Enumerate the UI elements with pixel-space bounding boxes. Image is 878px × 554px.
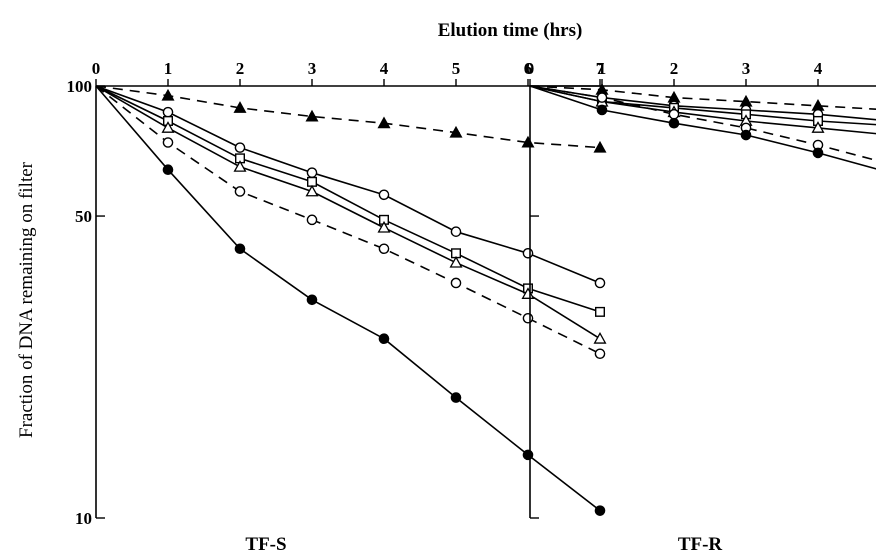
data-point-triangle-open xyxy=(305,184,319,197)
y-axis-title: Fraction of DNA remaining on filter xyxy=(16,161,37,438)
x-tick-label: 4 xyxy=(814,59,823,78)
data-point-square-open xyxy=(595,306,606,317)
x-tick-label: 0 xyxy=(92,59,101,78)
data-point-triangle-open xyxy=(377,220,391,233)
panel-label: TF-R xyxy=(678,534,723,554)
data-point-triangle-filled xyxy=(305,109,319,122)
x-tick-label: 4 xyxy=(380,59,389,78)
data-point-circle-open xyxy=(378,189,390,201)
x-tick-label: 3 xyxy=(308,59,317,78)
data-point-triangle-open xyxy=(161,121,175,133)
series-line-circle-filled-solid xyxy=(95,85,601,512)
plot-area: 0 1 2 3 4 5 6 7 100 50 10 TF-S 0 1 2 3 4 TF-R xyxy=(67,59,876,554)
data-point-circle-filled xyxy=(378,333,390,345)
y-tick-label: 50 xyxy=(75,207,92,226)
series-line-triangle-filled-dashed xyxy=(529,85,876,110)
x-tick-label: 0 xyxy=(526,59,535,78)
data-point-triangle-filled xyxy=(593,140,607,153)
data-point-circle-open xyxy=(162,137,174,148)
x-tick-label: 5 xyxy=(452,59,461,78)
data-point-circle-filled xyxy=(234,243,246,255)
data-point-circle-open xyxy=(306,167,318,178)
x-tick-label: 7 xyxy=(596,59,605,78)
data-point-circle-filled xyxy=(812,147,824,159)
data-point-circle-open xyxy=(450,277,462,289)
data-point-circle-open xyxy=(594,348,606,360)
data-point-circle-open xyxy=(234,186,246,197)
data-point-circle-open xyxy=(450,226,462,237)
data-point-circle-open xyxy=(596,92,608,103)
data-point-circle-open xyxy=(522,247,534,259)
data-point-triangle-filled xyxy=(233,101,247,113)
data-point-circle-open xyxy=(162,106,174,118)
data-point-triangle-open xyxy=(811,121,825,133)
panel-label: TF-S xyxy=(245,534,286,554)
data-point-circle-open xyxy=(522,312,534,324)
x-tick-label: 6 xyxy=(524,59,533,78)
data-point-circle-open xyxy=(234,142,246,153)
x-tick-label: 2 xyxy=(670,59,679,78)
data-point-triangle-filled xyxy=(449,125,463,138)
series-line-circle-open-solid xyxy=(95,85,601,284)
x-tick-label: 2 xyxy=(236,59,245,78)
data-point-triangle-filled xyxy=(377,116,391,129)
data-point-triangle-open xyxy=(233,160,247,172)
x-tick-label: 3 xyxy=(742,59,751,78)
data-point-circle-filled xyxy=(668,117,680,129)
panel-tf-r: 0 1 2 3 4 TF-R xyxy=(526,59,876,554)
x-axis-title: Elution time (hrs) xyxy=(438,20,583,41)
series-line-circle-open-dashed xyxy=(529,85,876,162)
data-point-circle-open xyxy=(306,214,318,226)
x-tick-label: 1 xyxy=(164,59,173,78)
data-point-circle-open xyxy=(668,108,680,120)
data-point-circle-filled xyxy=(596,104,608,116)
data-point-circle-filled xyxy=(306,294,318,306)
y-tick-label: 100 xyxy=(67,77,93,96)
y-tick-label: 10 xyxy=(75,509,92,528)
series-line-circle-open-solid xyxy=(529,85,876,121)
series-line-triangle-open-solid xyxy=(529,85,876,135)
data-point-circle-filled xyxy=(522,449,534,461)
data-point-circle-filled xyxy=(450,392,462,403)
data-point-triangle-open xyxy=(593,331,607,344)
data-point-circle-open xyxy=(378,243,390,255)
data-point-circle-filled xyxy=(740,129,752,141)
series-line-circle-filled-solid xyxy=(529,85,876,170)
series-group xyxy=(95,85,607,516)
data-point-circle-filled xyxy=(594,505,606,516)
data-point-circle-filled xyxy=(162,164,174,176)
data-point-circle-open xyxy=(594,277,606,289)
series-group xyxy=(529,83,876,170)
series-line-triangle-open-solid xyxy=(95,85,601,340)
data-point-triangle-open xyxy=(449,255,463,268)
series-line-square-open-solid xyxy=(95,85,601,313)
data-point-triangle-filled xyxy=(161,88,175,101)
series-line-circle-open-dashed xyxy=(95,85,601,355)
x-tick-label: 1 xyxy=(598,59,607,78)
